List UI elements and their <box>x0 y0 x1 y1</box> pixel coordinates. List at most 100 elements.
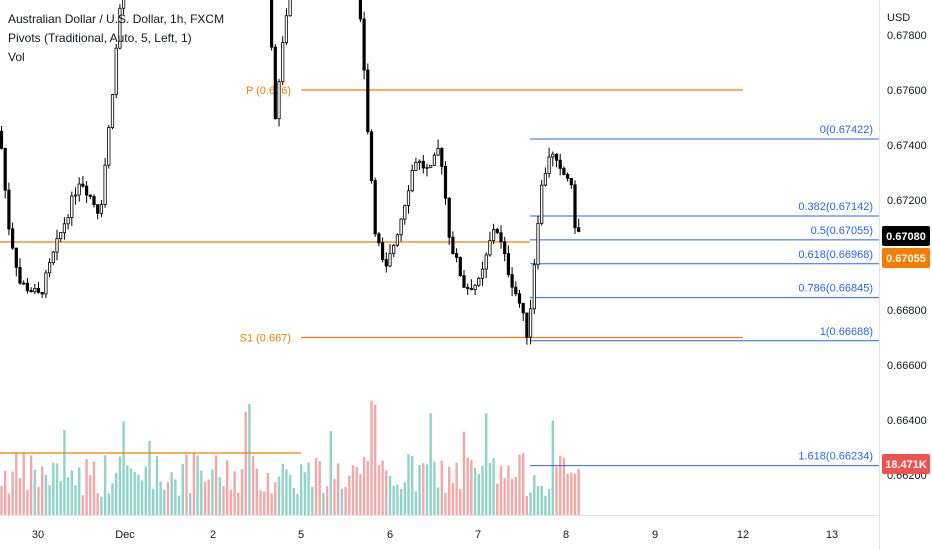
candle-body <box>432 154 437 166</box>
volume-bar <box>214 455 218 515</box>
volume-bar <box>240 469 244 515</box>
candle-body <box>114 47 118 95</box>
candle-body <box>532 264 536 310</box>
candle-body <box>491 228 496 242</box>
volume-bar <box>470 459 473 515</box>
volume-bar <box>237 492 240 515</box>
candle-body <box>273 46 277 120</box>
volume-bar <box>122 421 125 515</box>
volume-bar <box>314 457 318 515</box>
volume-bar <box>55 463 59 515</box>
volume-bar <box>203 481 207 515</box>
volume-bar <box>440 460 443 515</box>
volume-bar <box>26 490 29 515</box>
volume-bar <box>115 472 118 515</box>
candle-body <box>395 234 400 246</box>
y-tick-label: 0.67800 <box>887 30 927 42</box>
candle-body <box>469 288 474 290</box>
candle-body <box>477 277 481 286</box>
volume-bar <box>15 453 18 515</box>
candle-body <box>573 184 577 229</box>
volume-bar <box>477 474 480 515</box>
candle-body <box>51 251 55 264</box>
candle-body <box>44 272 48 295</box>
volume-bar <box>144 466 147 515</box>
candle-body <box>110 94 115 128</box>
last-price-badge-text: 0.67080 <box>886 231 926 243</box>
volume-bar <box>355 467 358 515</box>
volume-bar <box>507 465 510 515</box>
volume-bar <box>362 456 366 515</box>
pivot-level-label: P (0.676) <box>246 85 291 97</box>
candle-body <box>92 196 96 206</box>
volume-bar <box>292 487 295 515</box>
candle-body <box>288 0 292 17</box>
volume-bar <box>196 455 199 515</box>
volume-bar <box>248 404 251 515</box>
candle-body <box>551 153 555 158</box>
price-axis: USD0.678000.676000.674000.672000.670000.… <box>887 12 927 482</box>
candle-body <box>554 153 559 161</box>
volume-bar <box>170 472 173 515</box>
volume-bar <box>388 475 392 515</box>
candle-body <box>284 15 289 44</box>
candle-body <box>0 130 4 149</box>
volume-bar <box>126 465 129 515</box>
candle-body <box>14 247 18 268</box>
volume-badge-text: 18.471K <box>885 459 927 471</box>
volume-bar <box>547 489 551 515</box>
candle-body <box>484 254 488 270</box>
volume-bar <box>529 492 532 515</box>
candle-body <box>122 0 126 9</box>
volume-bar <box>244 411 247 515</box>
candle-body <box>417 160 422 163</box>
volume-bar <box>29 455 33 515</box>
volume-bar <box>229 489 233 515</box>
legend-pivots[interactable]: Pivots (Traditional, Auto, 5, Left, 1) <box>8 31 192 45</box>
legend-symbol[interactable]: Australian Dollar / U.S. Dollar, 1h, FXC… <box>8 12 225 26</box>
candle-body <box>436 148 440 156</box>
pivot-price-badge-text: 0.67055 <box>886 253 926 265</box>
volume-bar <box>233 471 236 515</box>
candles <box>0 0 581 345</box>
volume-bar <box>281 463 284 515</box>
volume-bar <box>133 472 136 515</box>
volume-bar <box>129 468 133 515</box>
legend-vol[interactable]: Vol <box>8 50 25 64</box>
volume-bar <box>96 493 99 515</box>
volume-bar <box>466 457 469 515</box>
volume-bar <box>562 457 566 515</box>
candle-body <box>517 293 522 304</box>
time-axis: 30 Dec 2 5 6 7 8 9 12 13 <box>32 529 838 541</box>
volume-bar <box>473 468 477 515</box>
candle-body <box>40 291 44 295</box>
volume-bar <box>499 465 503 515</box>
volume-bar <box>481 465 484 515</box>
volume-bar <box>459 488 462 515</box>
volume-bar <box>566 473 569 515</box>
candle-body <box>107 127 111 166</box>
volume-bar <box>573 473 577 515</box>
candle-body <box>269 0 274 48</box>
volume-bar <box>351 465 355 515</box>
volume-bar <box>137 474 140 515</box>
volume-bar <box>407 454 410 515</box>
volume-bar <box>63 429 66 515</box>
candle-body <box>454 253 459 258</box>
volume-bar <box>303 472 307 515</box>
candle-body <box>73 194 78 197</box>
candle-body <box>33 288 37 293</box>
volume-bar <box>325 486 329 515</box>
candle-body <box>18 267 22 284</box>
volume-bar <box>448 466 451 515</box>
x-tick-label: 5 <box>298 529 304 541</box>
fib-level-label: 1(0.66688) <box>820 326 873 338</box>
last-price-badge <box>882 226 930 246</box>
candle-body <box>281 42 285 83</box>
volume-bar <box>288 474 292 515</box>
candle-body <box>25 282 30 291</box>
volume-bar <box>259 490 262 515</box>
volume-bar <box>392 485 395 515</box>
candle-body <box>118 7 122 49</box>
